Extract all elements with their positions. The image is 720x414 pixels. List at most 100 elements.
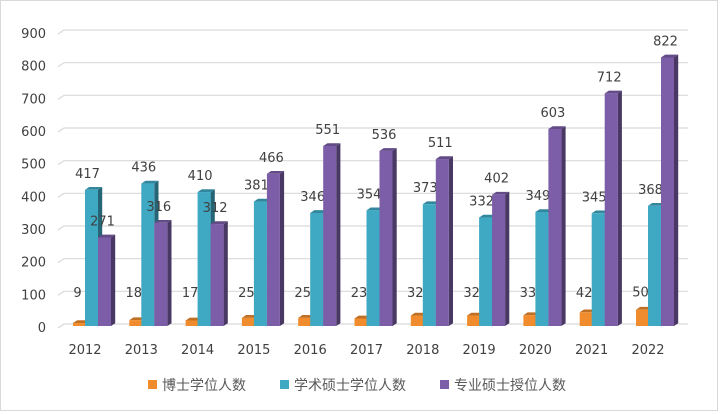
bar-front bbox=[548, 129, 562, 326]
bar-front bbox=[591, 213, 605, 326]
x-tick-label: 2014 bbox=[181, 343, 214, 358]
y-tick-label: 600 bbox=[21, 125, 46, 140]
data-label: 25 bbox=[238, 286, 255, 301]
bar-front bbox=[210, 224, 224, 326]
x-tick-label: 2015 bbox=[237, 343, 270, 358]
x-tick-label: 2016 bbox=[294, 343, 327, 358]
data-label: 536 bbox=[372, 128, 397, 143]
y-tick-label: 400 bbox=[21, 190, 46, 205]
gridline bbox=[57, 160, 688, 166]
bar-top bbox=[323, 143, 341, 147]
y-tick-label: 900 bbox=[21, 27, 46, 42]
data-label: 23 bbox=[351, 286, 368, 301]
legend-label: 学术硕士学位人数 bbox=[294, 378, 406, 394]
bar-top bbox=[591, 210, 609, 214]
bar-front bbox=[253, 201, 267, 326]
bar-top bbox=[154, 219, 172, 223]
y-tick-label: 0 bbox=[38, 321, 46, 336]
x-tick-label: 2013 bbox=[125, 343, 158, 358]
category-group: 25 346 551 bbox=[294, 123, 341, 326]
data-label: 551 bbox=[315, 123, 340, 138]
bar-front bbox=[579, 312, 593, 326]
bar-top bbox=[210, 221, 228, 225]
data-label: 712 bbox=[597, 70, 622, 85]
gridline bbox=[57, 192, 688, 198]
data-label: 271 bbox=[90, 214, 115, 229]
bar-front bbox=[648, 205, 661, 326]
bar-front bbox=[323, 146, 337, 326]
category-group: 25 381 466 bbox=[238, 151, 285, 326]
data-label: 511 bbox=[428, 136, 453, 151]
data-label: 345 bbox=[582, 190, 607, 205]
y-tick-label: 500 bbox=[21, 158, 46, 173]
bar-front bbox=[535, 211, 549, 326]
bar-top bbox=[266, 170, 285, 174]
bar-front bbox=[410, 315, 424, 326]
bar-top bbox=[85, 186, 103, 190]
bar-top bbox=[366, 207, 384, 211]
bar bbox=[266, 170, 285, 326]
data-label: 373 bbox=[413, 181, 438, 196]
data-label: 316 bbox=[146, 200, 171, 215]
bar-front bbox=[266, 173, 280, 326]
data-label: 346 bbox=[300, 190, 325, 205]
data-label: 25 bbox=[294, 286, 311, 301]
data-label: 410 bbox=[188, 169, 213, 184]
bar-side bbox=[223, 221, 228, 326]
bar-front bbox=[85, 189, 98, 326]
x-tick-label: 2017 bbox=[350, 343, 383, 358]
bar-top bbox=[98, 234, 116, 238]
bar-side bbox=[561, 126, 566, 326]
bar-front bbox=[310, 212, 324, 326]
bar-side bbox=[392, 148, 397, 326]
bar-top bbox=[310, 210, 328, 213]
bar-side bbox=[167, 219, 172, 326]
legend: 博士学位人数 学术硕士学位人数 专业硕士授位人数 bbox=[148, 377, 566, 394]
data-label: 32 bbox=[463, 286, 480, 301]
bar bbox=[98, 234, 116, 326]
data-label: 417 bbox=[75, 167, 100, 182]
data-label: 466 bbox=[259, 151, 284, 166]
bar bbox=[661, 54, 679, 327]
y-tick-label: 800 bbox=[21, 60, 46, 75]
x-tick-label: 2019 bbox=[463, 343, 496, 358]
category-group: 32 373 511 bbox=[407, 136, 453, 326]
category-group: 33 349 603 bbox=[520, 106, 566, 326]
gridline bbox=[57, 94, 688, 100]
bar-front bbox=[523, 315, 537, 326]
category-group: 50 368 822 bbox=[632, 34, 679, 327]
legend-swatch bbox=[280, 380, 289, 389]
bar-front bbox=[154, 222, 168, 326]
bar-side bbox=[279, 170, 285, 326]
bar-front bbox=[435, 159, 449, 326]
x-tick-label: 2018 bbox=[406, 343, 439, 358]
bar-front bbox=[661, 57, 674, 326]
legend-swatch bbox=[440, 380, 449, 389]
data-label: 33 bbox=[520, 286, 537, 301]
bar bbox=[604, 90, 622, 326]
data-label: 32 bbox=[407, 286, 424, 301]
legend-swatch bbox=[148, 380, 157, 389]
x-tick-label: 2021 bbox=[575, 343, 608, 358]
legend-item: 专业硕士授位人数 bbox=[440, 378, 566, 394]
data-label: 354 bbox=[357, 187, 382, 202]
bar-front bbox=[354, 318, 368, 326]
bar-front bbox=[298, 317, 312, 326]
bar-top bbox=[379, 148, 397, 151]
bar bbox=[492, 191, 510, 326]
bar-side bbox=[448, 156, 453, 326]
data-label: 381 bbox=[244, 179, 269, 194]
bar-front bbox=[379, 150, 393, 326]
bar-top bbox=[435, 156, 453, 160]
bar bbox=[210, 221, 228, 326]
bar-front bbox=[197, 192, 211, 326]
bar-front bbox=[98, 237, 111, 326]
x-tick-label: 2022 bbox=[631, 343, 664, 358]
category-group: 32 332 402 bbox=[463, 172, 510, 326]
y-tick-label: 200 bbox=[21, 256, 46, 271]
data-label: 42 bbox=[576, 286, 593, 301]
bar-front bbox=[604, 93, 618, 326]
legend-item: 博士学位人数 bbox=[148, 377, 246, 394]
bar-side bbox=[674, 54, 679, 327]
